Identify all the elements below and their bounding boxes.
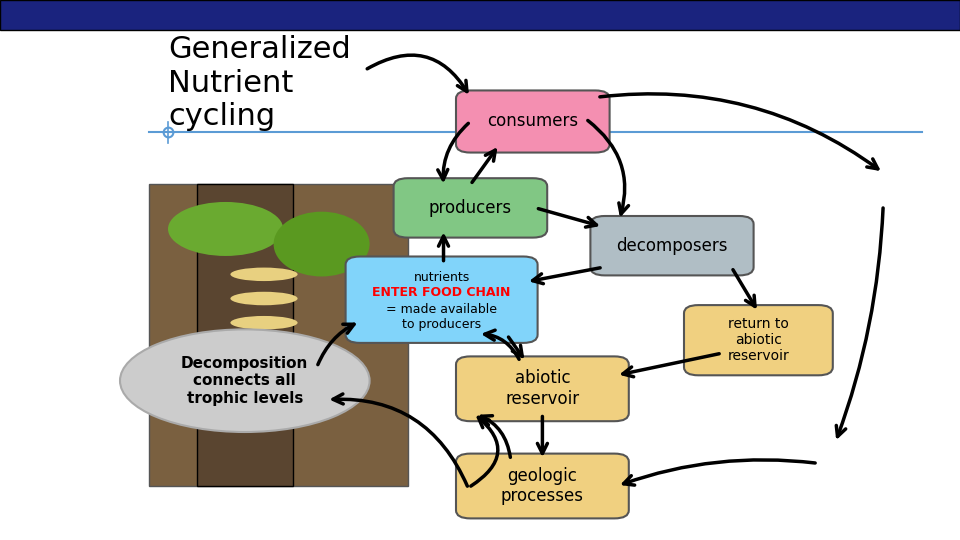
FancyBboxPatch shape bbox=[590, 216, 754, 275]
Text: consumers: consumers bbox=[488, 112, 578, 131]
Text: = made available: = made available bbox=[386, 303, 497, 316]
Ellipse shape bbox=[230, 340, 298, 354]
Ellipse shape bbox=[120, 329, 370, 432]
Text: return to
abiotic
reservoir: return to abiotic reservoir bbox=[728, 317, 789, 363]
FancyBboxPatch shape bbox=[197, 184, 293, 486]
FancyBboxPatch shape bbox=[684, 305, 833, 375]
Text: Decomposition
connects all
trophic levels: Decomposition connects all trophic level… bbox=[181, 356, 308, 406]
Text: to producers: to producers bbox=[402, 318, 481, 331]
Text: Generalized
Nutrient
cycling: Generalized Nutrient cycling bbox=[168, 35, 350, 131]
FancyBboxPatch shape bbox=[149, 184, 408, 486]
Ellipse shape bbox=[230, 316, 298, 329]
Text: abiotic
reservoir: abiotic reservoir bbox=[505, 369, 580, 408]
FancyBboxPatch shape bbox=[0, 0, 960, 30]
FancyBboxPatch shape bbox=[456, 90, 610, 152]
Ellipse shape bbox=[230, 267, 298, 281]
Ellipse shape bbox=[168, 202, 283, 256]
Text: nutrients: nutrients bbox=[414, 271, 469, 284]
Text: producers: producers bbox=[429, 199, 512, 217]
Text: ENTER FOOD CHAIN: ENTER FOOD CHAIN bbox=[372, 286, 511, 299]
Ellipse shape bbox=[230, 389, 298, 402]
Text: geologic
processes: geologic processes bbox=[501, 467, 584, 505]
Ellipse shape bbox=[274, 212, 370, 276]
Ellipse shape bbox=[230, 364, 298, 378]
Ellipse shape bbox=[230, 292, 298, 305]
FancyBboxPatch shape bbox=[456, 454, 629, 518]
FancyBboxPatch shape bbox=[456, 356, 629, 421]
Text: decomposers: decomposers bbox=[616, 237, 728, 255]
FancyBboxPatch shape bbox=[394, 178, 547, 238]
FancyBboxPatch shape bbox=[346, 256, 538, 343]
